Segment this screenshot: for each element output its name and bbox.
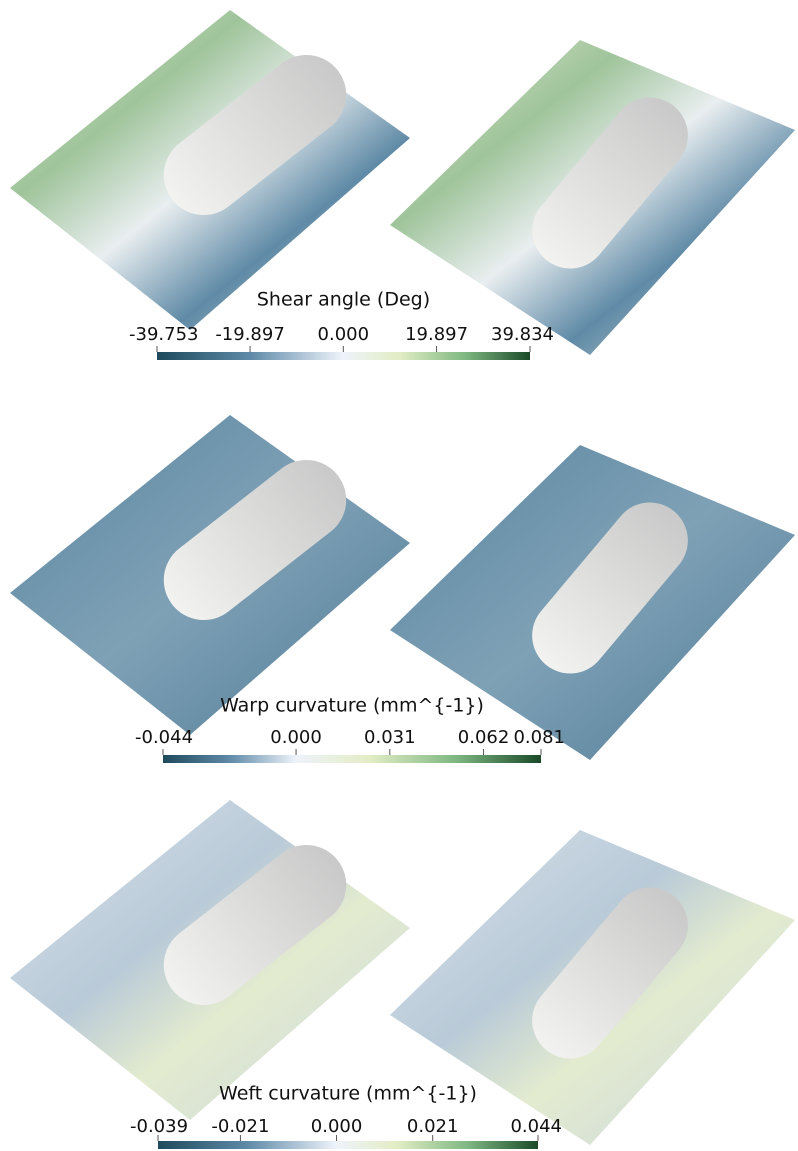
colorbar-tick-label: 0.000 [270,727,322,748]
bump-right [532,502,688,674]
colorbar [158,1141,538,1149]
bump-right [532,97,688,269]
colorbar-tick-label: 39.834 [491,324,554,345]
colorbar-tick-label: 0.021 [407,1116,459,1137]
colorbar-tick-label: -19.897 [215,324,284,345]
colorbar-tick-label: 0.081 [513,727,565,748]
colorbar [157,352,530,360]
bump-left [163,54,347,216]
colorbar-tick-label: 19.897 [405,324,468,345]
bump-left [163,459,347,621]
bump-left [163,844,347,1006]
colorbars: Shear angle (Deg) -39.753 -19.897 0.000 19.8… [129,289,565,1149]
colorbar-tick-label: -0.039 [130,1116,188,1137]
colorbar-tick-label: -0.044 [135,727,193,748]
colorbar-tick-label: -39.753 [129,324,198,345]
colorbar-tick-label: 0.062 [458,727,510,748]
colorbar-tick-label: -0.021 [211,1116,269,1137]
surfaces [10,10,795,1145]
colorbar [163,755,541,763]
colorbar-title: Weft curvature (mm^{-1}) [219,1083,477,1105]
colorbar-tick-label: 0.000 [318,324,370,345]
colorbar-title: Shear angle (Deg) [257,289,430,311]
colorbar-title: Warp curvature (mm^{-1}) [220,695,484,717]
bump-right [532,887,688,1059]
colorbar-tick-label: 0.044 [510,1116,562,1137]
colorbar-tick-label: 0.000 [311,1116,363,1137]
colorbar-tick-label: 0.031 [364,727,416,748]
